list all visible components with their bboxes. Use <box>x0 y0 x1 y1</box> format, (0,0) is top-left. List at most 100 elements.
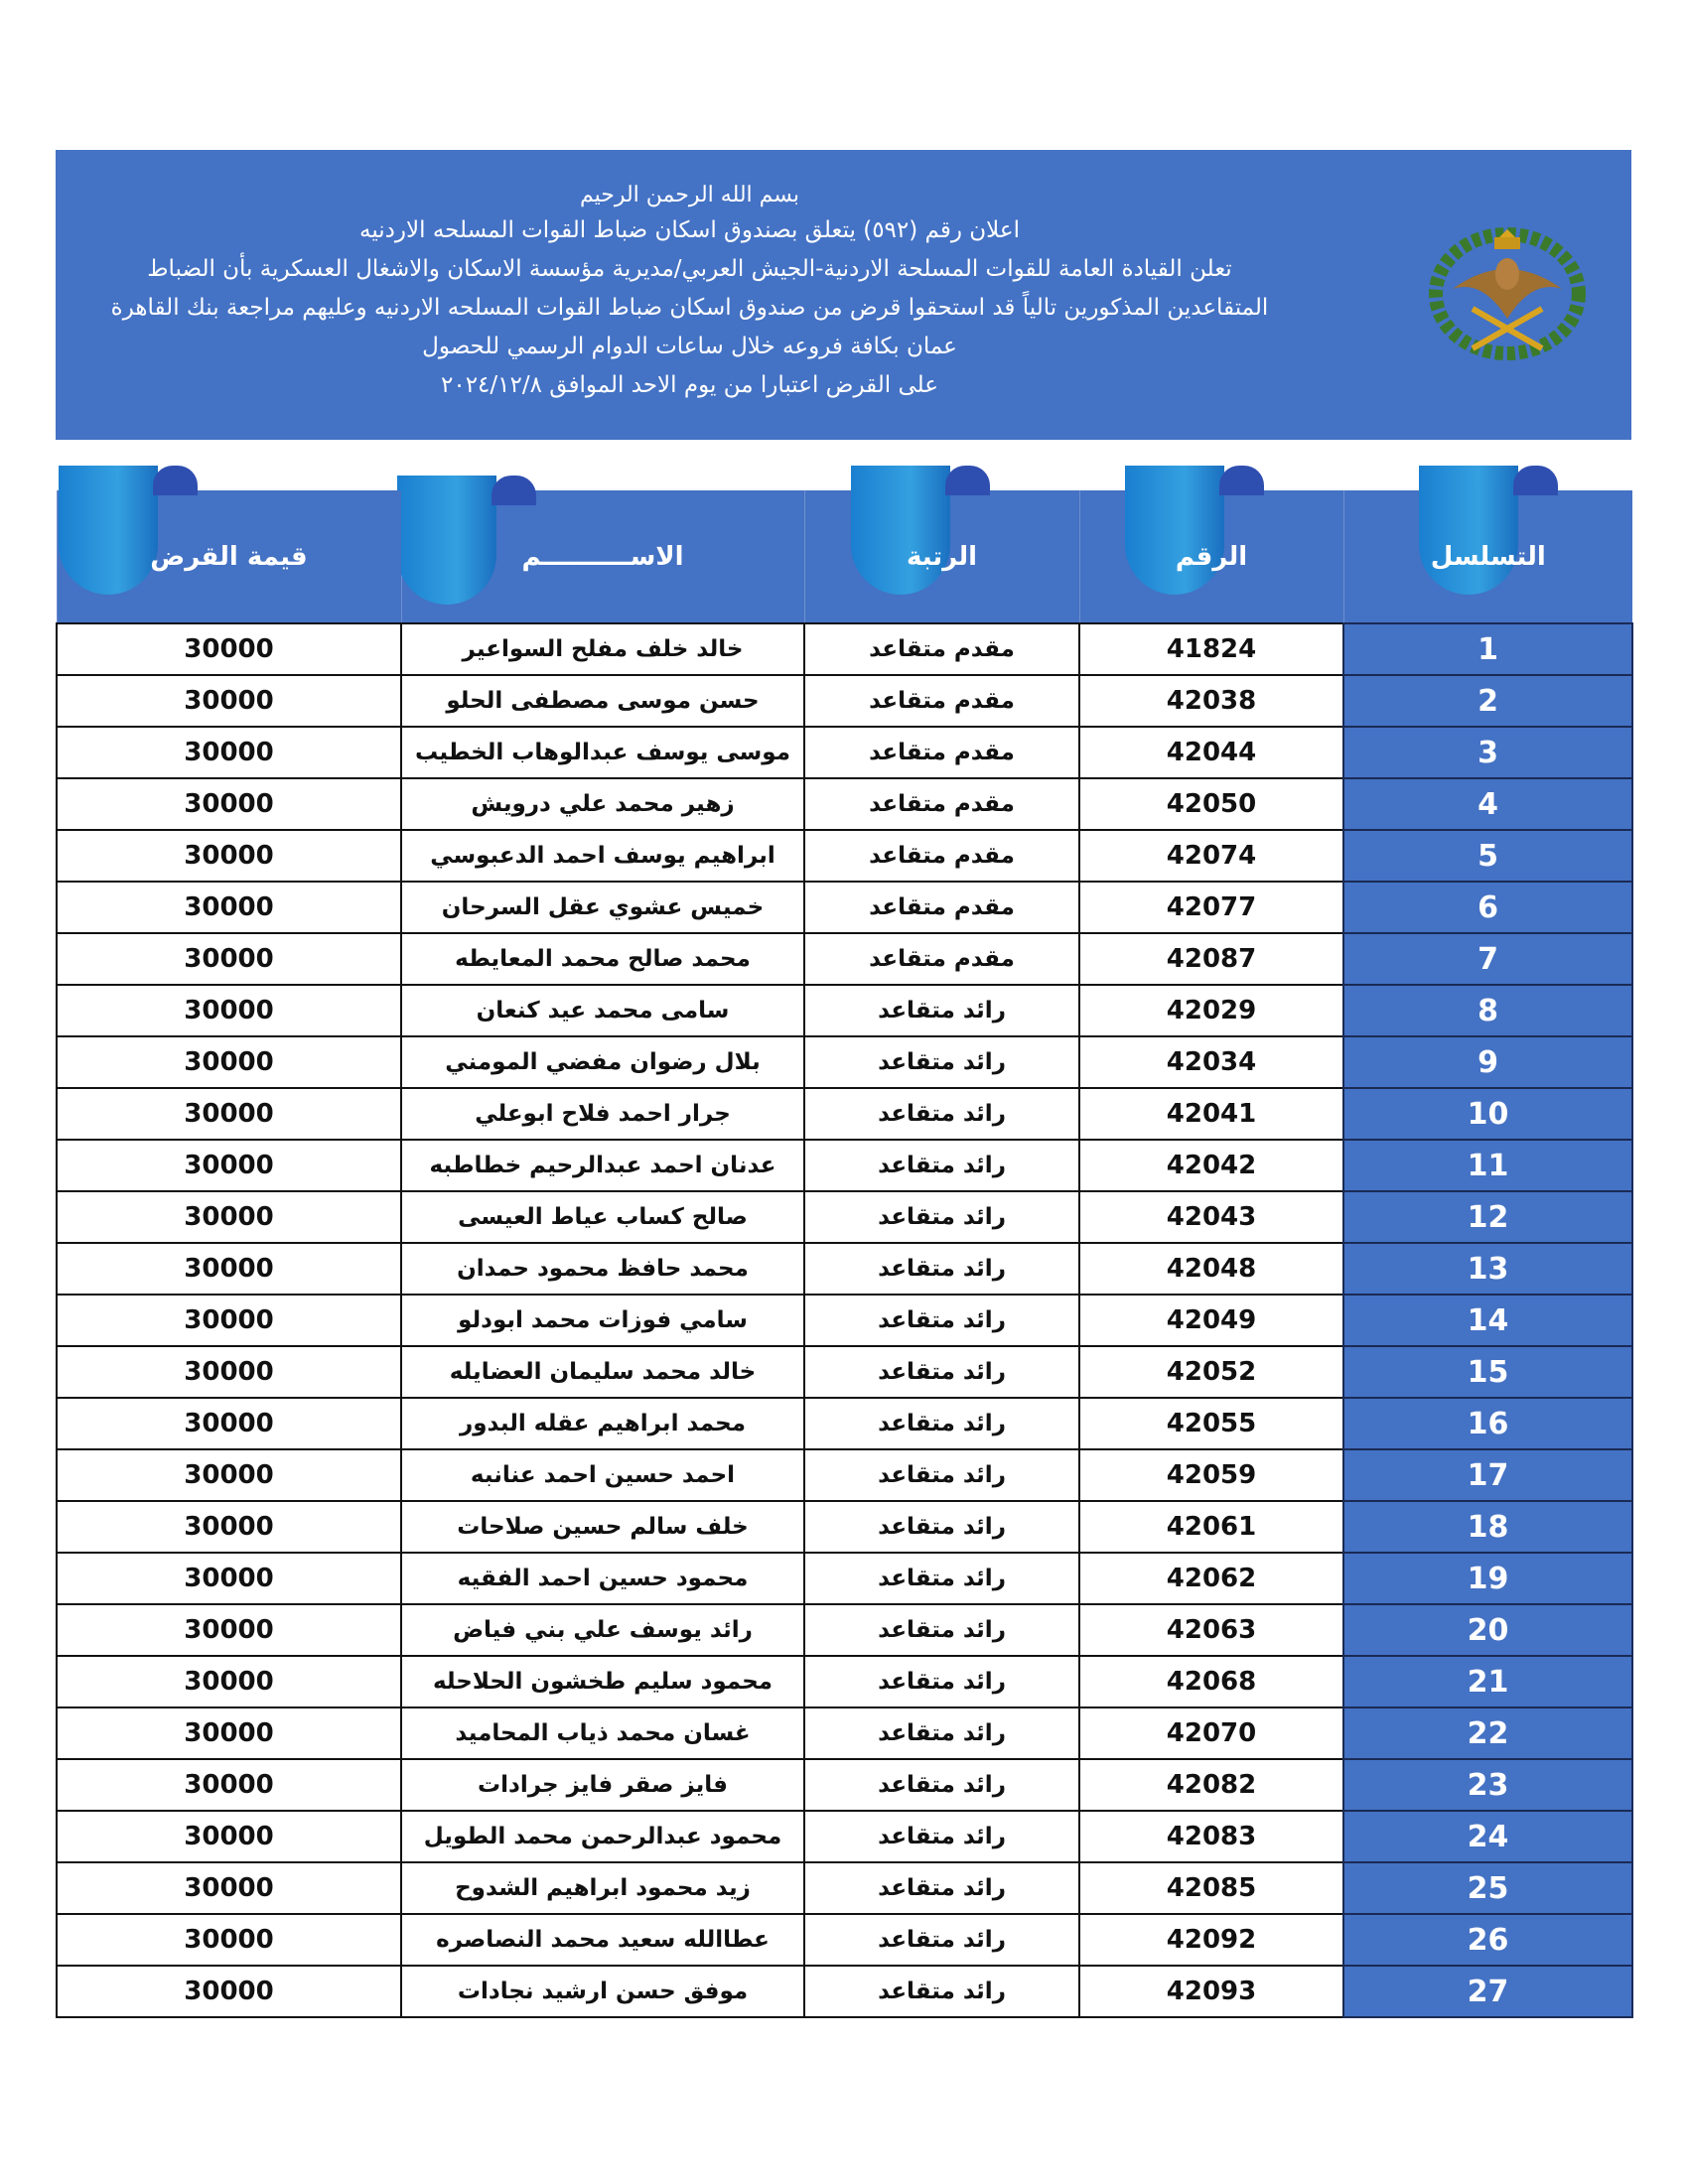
column-header-sequence: التسلسل <box>1342 466 1632 623</box>
number-cell: 42074 <box>1078 829 1344 883</box>
sequence-cell: 23 <box>1342 1758 1633 1812</box>
sequence-cell: 17 <box>1342 1448 1633 1502</box>
sequence-cell: 6 <box>1342 881 1633 934</box>
rank-cell: رائد متقاعد <box>803 1242 1080 1296</box>
rank-cell: مقدم متقاعد <box>803 777 1080 831</box>
sequence-cell: 4 <box>1342 777 1633 831</box>
number-cell: 42041 <box>1078 1087 1344 1141</box>
table-row: 6 42077 مقدم متقاعد خميس عشوي عقل السرحان 30… <box>56 881 1633 934</box>
number-cell: 42068 <box>1078 1655 1344 1708</box>
number-cell: 42062 <box>1078 1552 1344 1605</box>
name-cell: محمد ابراهيم عقله البدور <box>400 1397 805 1450</box>
loan-value-cell: 30000 <box>56 777 402 831</box>
number-cell: 42052 <box>1078 1345 1344 1399</box>
loan-value-cell: 30000 <box>56 1345 402 1399</box>
rank-cell: رائد متقاعد <box>803 1448 1080 1502</box>
sequence-cell: 3 <box>1342 726 1633 779</box>
sequence-cell: 24 <box>1342 1810 1633 1863</box>
announcement-line: المتقاعدين المذكورين تالياً قد استحقوا ق… <box>110 295 1269 321</box>
loan-value-cell: 30000 <box>56 984 402 1037</box>
number-cell: 41824 <box>1078 622 1344 676</box>
sequence-cell: 10 <box>1342 1087 1633 1141</box>
sequence-cell: 26 <box>1342 1913 1633 1967</box>
number-cell: 42029 <box>1078 984 1344 1037</box>
rank-cell: رائد متقاعد <box>803 1294 1080 1347</box>
rank-cell: رائد متقاعد <box>803 1758 1080 1812</box>
table-row: 9 42034 رائد متقاعد بلال رضوان مفضي المومني… <box>56 1035 1633 1089</box>
sequence-cell: 13 <box>1342 1242 1633 1296</box>
loan-value-cell: 30000 <box>56 932 402 986</box>
announcement-banner: بسم الله الرحمن الرحيم اعلان رقم (٥٩٢) ي… <box>56 150 1631 440</box>
number-cell: 42043 <box>1078 1190 1344 1244</box>
announcement-line: على القرض اعتبارا من يوم الاحد الموافق ٢… <box>441 372 938 398</box>
table-row: 19 42062 رائد متقاعد محمود حسين احمد الفقيه… <box>56 1552 1633 1605</box>
sequence-cell: 15 <box>1342 1345 1633 1399</box>
sequence-cell: 14 <box>1342 1294 1633 1347</box>
number-cell: 42042 <box>1078 1139 1344 1192</box>
name-cell: عطاالله سعيد محمد النصاصره <box>400 1913 805 1967</box>
number-cell: 42063 <box>1078 1603 1344 1657</box>
number-cell: 42082 <box>1078 1758 1344 1812</box>
table-row: 27 42093 رائد متقاعد موفق حسن ارشيد نجادات 3… <box>56 1965 1633 2018</box>
basmala: بسم الله الرحمن الرحيم <box>579 183 800 207</box>
table-row: 5 42074 مقدم متقاعد ابراهيم يوسف احمد الدعب… <box>56 829 1633 883</box>
table-row: 7 42087 مقدم متقاعد محمد صالح محمد المعايطه… <box>56 932 1633 986</box>
table-row: 16 42055 رائد متقاعد محمد ابراهيم عقله البد… <box>56 1397 1633 1450</box>
table-row: 18 42061 رائد متقاعد خلف سالم حسين صلاحات 30… <box>56 1500 1633 1554</box>
rank-cell: مقدم متقاعد <box>803 932 1080 986</box>
table-row: 14 42049 رائد متقاعد سامي فوزات محمد ابودلو… <box>56 1294 1633 1347</box>
name-cell: موفق حسن ارشيد نجادات <box>400 1965 805 2018</box>
announcement-title: اعلان رقم (٥٩٢) يتعلق بصندوق اسكان ضباط … <box>359 217 1020 243</box>
name-cell: خلف سالم حسين صلاحات <box>400 1500 805 1554</box>
number-cell: 42070 <box>1078 1706 1344 1760</box>
number-cell: 42087 <box>1078 932 1344 986</box>
name-cell: محمود سليم طخشون الحلاحله <box>400 1655 805 1708</box>
number-cell: 42093 <box>1078 1965 1344 2018</box>
table-row: 12 42043 رائد متقاعد صالح كساب عياط العيسى 3… <box>56 1190 1633 1244</box>
rank-cell: مقدم متقاعد <box>803 674 1080 728</box>
loan-value-cell: 30000 <box>56 1500 402 1554</box>
loan-value-cell: 30000 <box>56 829 402 883</box>
number-cell: 42048 <box>1078 1242 1344 1296</box>
number-cell: 42034 <box>1078 1035 1344 1089</box>
name-cell: رائد يوسف علي بني فياض <box>400 1603 805 1657</box>
name-cell: محمود حسين احمد الفقيه <box>400 1552 805 1605</box>
rank-cell: رائد متقاعد <box>803 1965 1080 2018</box>
table-row: 8 42029 رائد متقاعد سامى محمد عيد كنعان 3000… <box>56 984 1633 1037</box>
rank-cell: رائد متقاعد <box>803 1139 1080 1192</box>
loan-recipients-table: التسلسل الرقم الرتبة الاســــــــــم قيم… <box>56 466 1633 2018</box>
table-row: 11 42042 رائد متقاعد عدنان احمد عبدالرحيم خ… <box>56 1139 1633 1192</box>
name-cell: جرار احمد فلاح ابوعلي <box>400 1087 805 1141</box>
table-row: 22 42070 رائد متقاعد غسان محمد ذياب المحامي… <box>56 1706 1633 1760</box>
number-cell: 42092 <box>1078 1913 1344 1967</box>
number-cell: 42044 <box>1078 726 1344 779</box>
sequence-cell: 25 <box>1342 1861 1633 1915</box>
sequence-cell: 19 <box>1342 1552 1633 1605</box>
table-row: 2 42038 مقدم متقاعد حسن موسى مصطفى الحلو 300… <box>56 674 1633 728</box>
loan-value-cell: 30000 <box>56 1397 402 1450</box>
sequence-cell: 22 <box>1342 1706 1633 1760</box>
name-cell: بلال رضوان مفضي المومني <box>400 1035 805 1089</box>
name-cell: محمد حافظ محمود حمدان <box>400 1242 805 1296</box>
loan-value-cell: 30000 <box>56 1242 402 1296</box>
name-cell: غسان محمد ذياب المحاميد <box>400 1706 805 1760</box>
name-cell: محمد صالح محمد المعايطه <box>400 932 805 986</box>
sequence-cell: 16 <box>1342 1397 1633 1450</box>
rank-cell: رائد متقاعد <box>803 1035 1080 1089</box>
loan-value-cell: 30000 <box>56 1448 402 1502</box>
name-cell: سامى محمد عيد كنعان <box>400 984 805 1037</box>
loan-value-cell: 30000 <box>56 1294 402 1347</box>
table-row: 17 42059 رائد متقاعد احمد حسين احمد عنانبه 3… <box>56 1448 1633 1502</box>
rank-cell: رائد متقاعد <box>803 1190 1080 1244</box>
rank-cell: رائد متقاعد <box>803 1552 1080 1605</box>
loan-value-cell: 30000 <box>56 1706 402 1760</box>
table-header-row: التسلسل الرقم الرتبة الاســــــــــم قيم… <box>56 466 1632 623</box>
name-cell: خالد محمد سليمان العضايله <box>400 1345 805 1399</box>
sequence-cell: 21 <box>1342 1655 1633 1708</box>
table-row: 21 42068 رائد متقاعد محمود سليم طخشون الحلا… <box>56 1655 1633 1708</box>
loan-value-cell: 30000 <box>56 1035 402 1089</box>
name-cell: سامي فوزات محمد ابودلو <box>400 1294 805 1347</box>
table-row: 24 42083 رائد متقاعد محمود عبدالرحمن محمد ا… <box>56 1810 1633 1863</box>
loan-value-cell: 30000 <box>56 1810 402 1863</box>
sequence-cell: 12 <box>1342 1190 1633 1244</box>
